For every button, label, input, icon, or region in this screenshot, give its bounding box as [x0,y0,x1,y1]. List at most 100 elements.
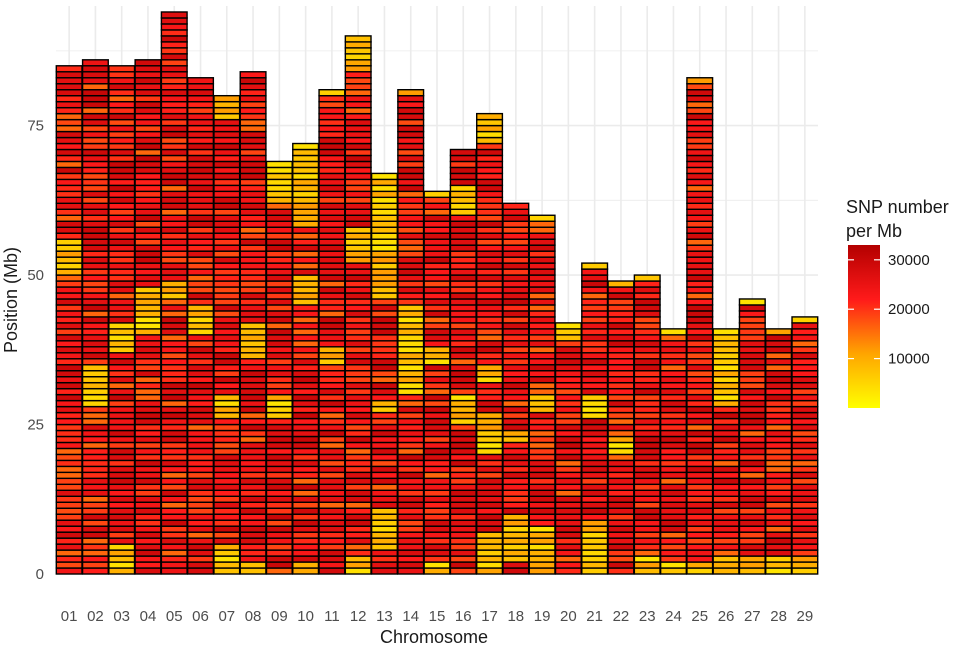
heatmap-cell [55,477,83,486]
heatmap-cell [502,543,530,551]
heatmap-cell [607,340,635,348]
heatmap-cell [712,465,740,474]
heatmap-cell [476,160,504,169]
heatmap-cell [581,441,609,450]
heatmap-cell [186,298,215,306]
heatmap-cell [318,519,346,527]
heatmap-cell [186,483,215,491]
heatmap-cell [502,489,530,497]
heatmap-cell [738,543,766,551]
heatmap-cell [686,256,714,264]
heatmap-cell [370,549,398,557]
heatmap-cell [765,411,793,420]
heatmap-cell [423,435,451,444]
heatmap-cell [292,172,320,181]
heatmap-cell [160,83,188,91]
heatmap-cell [160,118,188,127]
heatmap-cell [449,429,477,438]
heatmap-cell [554,495,582,503]
heatmap-cell [134,316,162,324]
heatmap-cell [344,561,372,569]
heatmap-cell [160,23,188,31]
heatmap-cell [607,298,635,306]
heatmap-cell [397,567,425,575]
chromosome-column-20 [554,322,582,575]
heatmap-cell [528,501,556,509]
heatmap-cell [213,196,241,205]
heatmap-cell [160,352,188,360]
heatmap-cell [791,525,819,533]
heatmap-cell [370,346,398,354]
heatmap-cell [633,381,661,390]
heatmap-cell [186,226,215,234]
heatmap-cell [423,316,451,324]
heatmap-cell [81,100,109,109]
heatmap-cell [55,358,83,366]
heatmap-cell [423,525,451,533]
heatmap-cell [476,405,504,414]
heatmap-cell [81,148,109,157]
heatmap-cell [397,340,425,348]
heatmap-cell [134,328,162,336]
heatmap-cell [81,567,109,575]
heatmap-cell [397,346,425,354]
heatmap-cell [292,549,320,557]
heatmap-cell [370,519,398,527]
heatmap-cell [213,567,241,575]
heatmap-cell [633,501,661,509]
heatmap-cell [318,298,346,306]
heatmap-cell [765,334,793,342]
heatmap-cell [55,417,83,426]
heatmap-cell [581,340,609,348]
heatmap-cell [423,513,451,521]
heatmap-cell [528,364,556,372]
heatmap-cell [186,537,215,545]
heatmap-cell [686,399,714,408]
heatmap-cell [81,190,109,199]
heatmap-cell [738,381,766,390]
heatmap-cell [765,423,793,432]
heatmap-cell [476,178,504,187]
heatmap-cell [397,172,425,181]
heatmap-cell [423,226,451,234]
heatmap-cell [791,459,819,468]
heatmap-cell [108,393,136,402]
heatmap-cell [55,172,83,181]
heatmap-cell [476,214,504,222]
heatmap-cell [554,358,582,366]
heatmap-cell [476,519,504,527]
heatmap-cell [633,274,661,282]
heatmap-cell [186,106,215,115]
heatmap-cell [765,447,793,456]
heatmap-cell [370,316,398,324]
heatmap-cell [160,477,188,486]
heatmap-cell [160,429,188,438]
heatmap-cell [292,393,320,402]
heatmap-cell [633,447,661,456]
heatmap-cell [55,555,83,563]
heatmap-cell [213,226,241,234]
heatmap-cell [292,358,320,366]
heatmap-cell [554,387,582,396]
heatmap-cell [108,202,136,210]
heatmap-cell [554,340,582,348]
heatmap-cell [160,423,188,432]
heatmap-cell [344,459,372,468]
heatmap-cell [55,322,83,330]
heatmap-cell [581,531,609,539]
chromosome-column-27 [738,298,766,575]
heatmap-cell [160,274,188,282]
heatmap-cell [213,405,241,414]
heatmap-cell [318,100,346,109]
heatmap-cell [502,226,530,234]
heatmap-cell [686,190,714,199]
chromosome-column-11 [318,89,346,575]
heatmap-cell [633,280,661,288]
heatmap-cell [554,543,582,551]
heatmap-cell [370,387,398,396]
heatmap-cell [318,328,346,336]
heatmap-cell [581,465,609,474]
heatmap-cell [370,244,398,252]
heatmap-cell [213,118,241,127]
